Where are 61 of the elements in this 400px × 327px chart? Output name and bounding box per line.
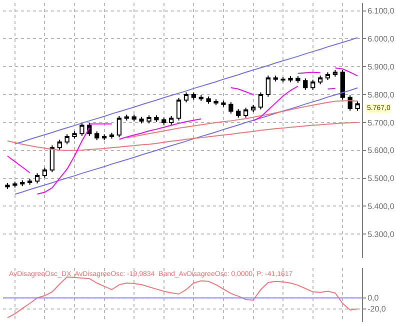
candlestick xyxy=(273,75,278,82)
y-tick-label: -20,0 xyxy=(368,304,386,314)
candlestick xyxy=(94,130,100,141)
y-tick-label: 5.400,0 xyxy=(368,202,395,212)
candlestick xyxy=(176,97,182,122)
y-tick-label: 5.800,0 xyxy=(368,90,395,100)
candlestick xyxy=(340,70,345,100)
y-tick-label: 6.100,0 xyxy=(368,6,395,16)
y-tick-label: 0,0 xyxy=(368,294,380,303)
candlestick xyxy=(12,181,18,188)
candlestick xyxy=(250,104,256,113)
line-series xyxy=(6,276,358,318)
candlestick xyxy=(318,75,323,85)
candlestick xyxy=(34,172,40,184)
candlestick xyxy=(20,180,25,187)
y-tick-label: 5.700,0 xyxy=(368,118,395,128)
candlestick xyxy=(109,132,114,140)
candlestick xyxy=(146,114,152,124)
candlestick xyxy=(296,76,300,84)
y-tick-label: 5.900,0 xyxy=(368,62,395,72)
candlestick xyxy=(5,182,10,190)
candlestick xyxy=(27,178,32,186)
candlestick xyxy=(64,134,70,145)
candlestick xyxy=(80,122,84,136)
line-series xyxy=(126,100,358,138)
candlestick xyxy=(50,144,54,173)
candlestick xyxy=(214,98,218,106)
y-tick-label: 5.500,0 xyxy=(368,174,395,184)
candlestick xyxy=(280,76,286,83)
candlestick xyxy=(236,108,241,118)
candlestick xyxy=(288,76,293,83)
candlestick xyxy=(206,96,211,104)
candlestick xyxy=(139,116,144,124)
line-series xyxy=(6,122,358,151)
candlestick xyxy=(325,72,330,81)
candlestick xyxy=(191,92,196,100)
candlestick xyxy=(221,100,226,108)
candlestick xyxy=(42,167,48,178)
candlestick xyxy=(310,79,316,90)
candlestick xyxy=(198,94,204,102)
candlestick xyxy=(102,134,107,141)
candlestick xyxy=(57,139,62,150)
candlestick xyxy=(154,114,159,122)
candlestick xyxy=(132,114,136,122)
candlestick xyxy=(228,102,234,114)
candlestick xyxy=(355,101,360,112)
candlestick xyxy=(332,70,338,78)
candlestick xyxy=(184,92,189,103)
candlestick xyxy=(124,114,129,122)
candlestick xyxy=(116,116,122,138)
line-series xyxy=(14,37,358,144)
y-tick-label: 5.600,0 xyxy=(368,146,395,156)
candlestick xyxy=(266,75,270,98)
candlestick xyxy=(303,78,308,90)
candlestick xyxy=(72,130,77,140)
candlestick xyxy=(162,116,166,126)
candlestick xyxy=(258,92,264,110)
candlestick xyxy=(243,107,248,118)
candlestick xyxy=(169,116,174,126)
y-tick-label: 6.000,0 xyxy=(368,34,395,44)
y-tick-label: 5.300,0 xyxy=(368,230,395,239)
